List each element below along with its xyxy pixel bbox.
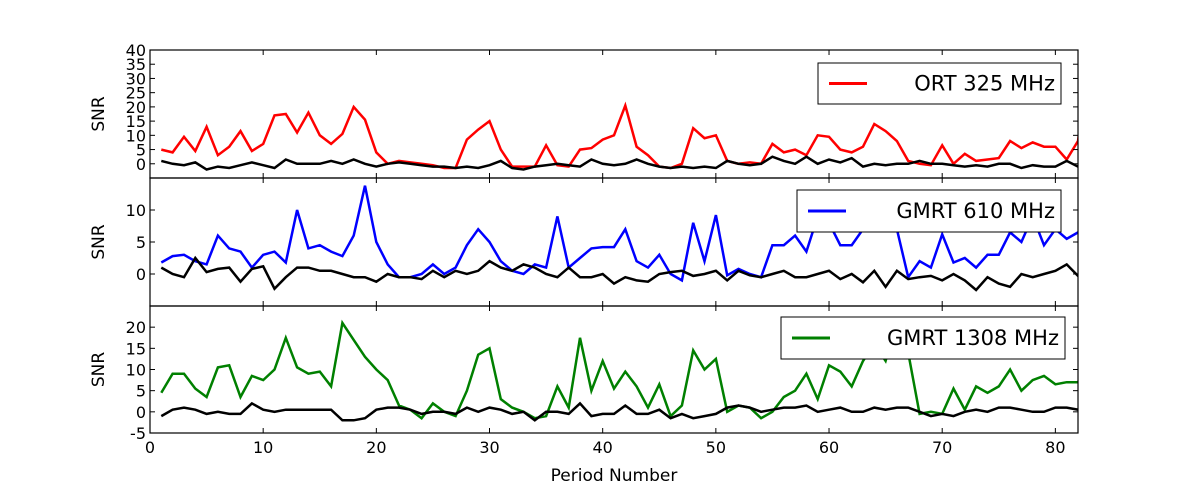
- y-axis-label-gmrt1308: SNR: [89, 352, 109, 388]
- y-tick-label: 10: [126, 361, 146, 380]
- y-tick-label: 35: [126, 55, 146, 74]
- series-line-ort325-signal: [160, 101, 1078, 170]
- x-tick-label: 70: [932, 438, 952, 457]
- y-tick-label: 40: [126, 41, 146, 60]
- series-line-gmrt610-signal: [160, 185, 1078, 283]
- x-tick-label: 30: [479, 438, 499, 457]
- y-tick-label: 15: [126, 112, 146, 131]
- y-axis-label-gmrt610: SNR: [89, 224, 109, 260]
- x-tick-label: 20: [366, 438, 386, 457]
- x-axis-label: Period Number: [551, 466, 678, 484]
- legend-label: GMRT 610 MHz: [896, 199, 1055, 223]
- y-tick-label: 15: [126, 339, 146, 358]
- legend-ort325: ORT 325 MHz: [817, 62, 1062, 105]
- y-tick-label: 25: [126, 84, 146, 103]
- y-tick-label: -5: [130, 424, 146, 443]
- y-tick-label: 30: [126, 69, 146, 88]
- x-tick-label: 10: [253, 438, 273, 457]
- y-tick-label: 20: [126, 318, 146, 337]
- y-tick-label: 5: [136, 382, 146, 401]
- y-tick-label: 5: [136, 141, 146, 160]
- series-line-gmrt1308-signal: [160, 318, 1078, 420]
- legend-label: ORT 325 MHz: [914, 72, 1055, 96]
- y-tick-label: 10: [126, 201, 146, 220]
- legend-gmrt610: GMRT 610 MHz: [796, 189, 1062, 233]
- panel-gmrt610: 0 5 10 SNR GMRT 610 MHz: [89, 177, 1079, 307]
- x-tick-label: 40: [593, 438, 613, 457]
- y-tick-label: 5: [136, 233, 146, 252]
- x-tick-label: 80: [1045, 438, 1065, 457]
- y-tick-label: 10: [126, 126, 146, 145]
- y-tick-label: 0: [136, 403, 146, 422]
- legend-label: GMRT 1308 MHz: [887, 326, 1059, 350]
- y-tick-label: 0: [136, 265, 146, 284]
- series-line-gmrt610-reference: [160, 255, 1078, 292]
- x-tick-label: 60: [819, 438, 839, 457]
- y-tick-label: 20: [126, 98, 146, 117]
- x-tick-label: 50: [706, 438, 726, 457]
- series-line-gmrt1308-reference: [160, 401, 1078, 422]
- legend-gmrt1308: GMRT 1308 MHz: [780, 316, 1066, 360]
- y-tick-label: 0: [136, 155, 146, 174]
- y-axis-label-ort325: SNR: [89, 96, 109, 132]
- x-tick-label: 0: [145, 438, 155, 457]
- series-line-ort325-reference: [160, 155, 1078, 171]
